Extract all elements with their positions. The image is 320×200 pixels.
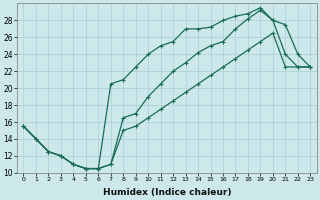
X-axis label: Humidex (Indice chaleur): Humidex (Indice chaleur) <box>103 188 231 197</box>
